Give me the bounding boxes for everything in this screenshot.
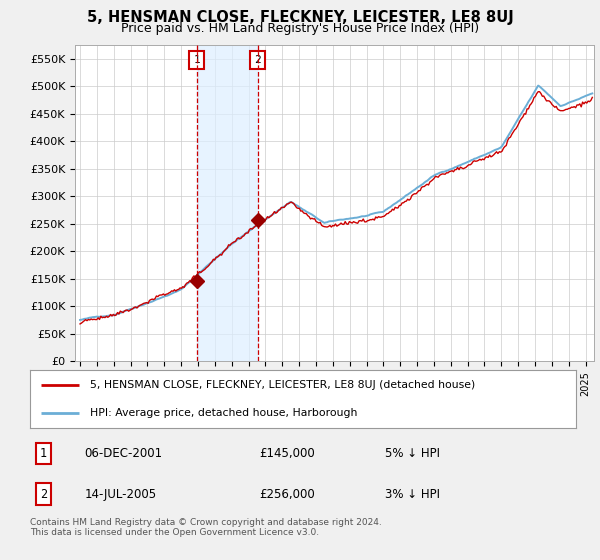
Text: 14-JUL-2005: 14-JUL-2005	[85, 488, 157, 501]
Text: 5, HENSMAN CLOSE, FLECKNEY, LEICESTER, LE8 8UJ: 5, HENSMAN CLOSE, FLECKNEY, LEICESTER, L…	[86, 10, 514, 25]
Text: 1: 1	[40, 447, 47, 460]
Text: 3% ↓ HPI: 3% ↓ HPI	[385, 488, 440, 501]
Text: Price paid vs. HM Land Registry's House Price Index (HPI): Price paid vs. HM Land Registry's House …	[121, 22, 479, 35]
Text: £145,000: £145,000	[259, 447, 315, 460]
Text: 1: 1	[193, 55, 200, 64]
Text: Contains HM Land Registry data © Crown copyright and database right 2024.
This d: Contains HM Land Registry data © Crown c…	[30, 518, 382, 538]
Text: 06-DEC-2001: 06-DEC-2001	[85, 447, 163, 460]
Text: HPI: Average price, detached house, Harborough: HPI: Average price, detached house, Harb…	[90, 408, 358, 418]
Text: 5, HENSMAN CLOSE, FLECKNEY, LEICESTER, LE8 8UJ (detached house): 5, HENSMAN CLOSE, FLECKNEY, LEICESTER, L…	[90, 380, 475, 390]
Text: 2: 2	[40, 488, 47, 501]
Bar	[197, 45, 257, 361]
Text: 2: 2	[254, 55, 261, 64]
Text: 5% ↓ HPI: 5% ↓ HPI	[385, 447, 440, 460]
Text: £256,000: £256,000	[259, 488, 315, 501]
